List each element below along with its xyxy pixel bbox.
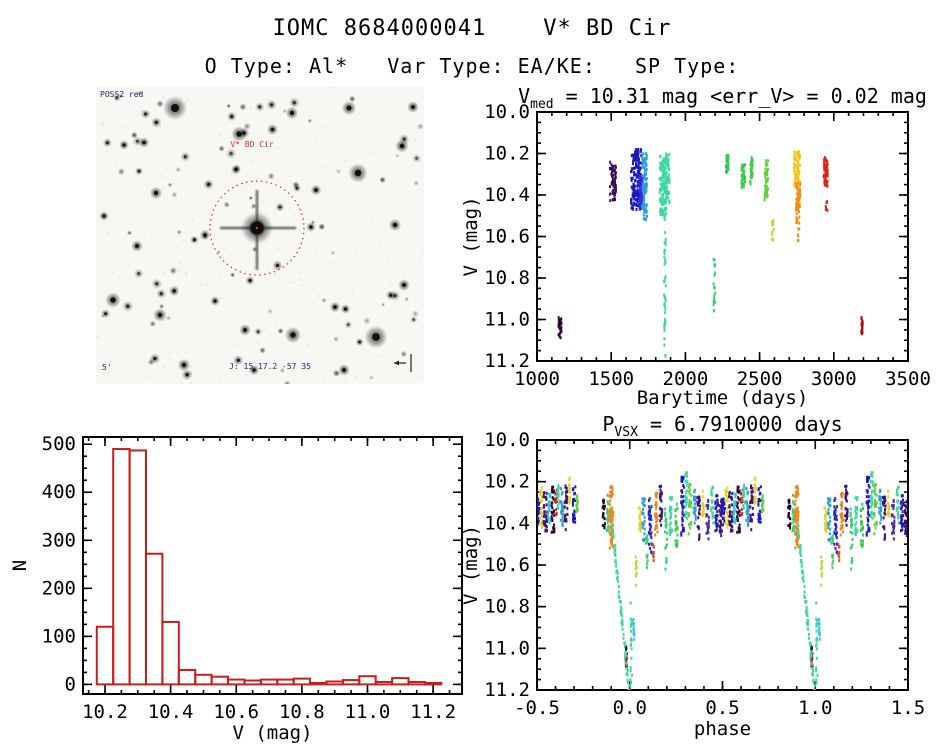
target-center-mark [256,227,258,229]
finding-chart-coord-label: J: 15 17.2 -57 35 [229,362,311,371]
finding-chart-target-label: V* BD Cir [230,140,274,149]
star-field [96,87,424,384]
compass-icon [394,354,412,372]
page-title: IOMC 8684000041 V* BD Cir [272,16,672,41]
page-subtitle: O Type: Al* Var Type: EA/KE: SP Type: [204,54,740,78]
target-circle [209,180,305,276]
phase-folded-plot [455,410,944,747]
magnitude-histogram-plot [0,410,475,747]
finding-chart-image: POSS2 red V* BD Cir J: 15 17.2 -57 35 5' [96,86,424,384]
finding-chart-survey-label: POSS2 red [100,90,144,99]
lightcurve-plot [455,85,944,410]
finding-chart-scale-label: 5' [102,363,112,372]
